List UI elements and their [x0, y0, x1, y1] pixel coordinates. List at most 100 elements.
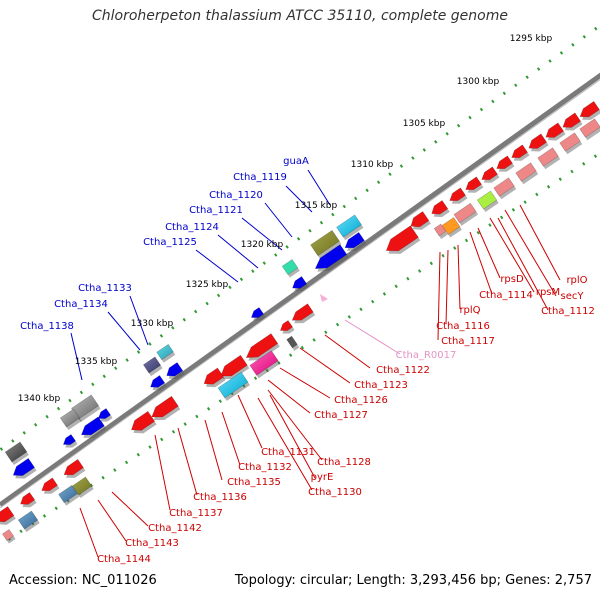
leader-red	[497, 217, 549, 311]
gene-label-bottom: Ctha_1122	[376, 365, 430, 376]
gene-pink-2	[537, 147, 559, 167]
leader-blue	[264, 202, 293, 238]
gene-blue-c	[292, 276, 308, 289]
gene-labels: guaA Ctha_1119 Ctha_1120 Ctha_1121 Ctha_1124…	[20, 156, 595, 565]
gene-olive-b	[71, 476, 93, 496]
gene-pink-1	[559, 132, 581, 152]
gene-label-bottom: Ctha_1143	[125, 538, 179, 549]
outer-ruler-line	[0, 23, 600, 452]
gene-label-top: Ctha_1138	[20, 321, 74, 332]
gene-red-21	[20, 492, 36, 505]
gene-cyan-a	[336, 214, 362, 238]
leader-blue	[241, 217, 283, 251]
gene-red-14	[245, 333, 279, 359]
gene-label-top: Ctha_1125	[143, 237, 197, 248]
leader-red	[269, 394, 316, 479]
gene-pink-4	[493, 177, 515, 197]
gene-dark-a	[4, 441, 28, 463]
gene-label-bottom: Ctha_1144	[97, 554, 151, 565]
gene-label-bottom: Ctha_1112	[541, 306, 595, 317]
leader-red	[177, 427, 198, 496]
gene-red-16	[203, 367, 225, 385]
gene-red-13	[279, 320, 293, 331]
gene-label-bottom: Ctha_R0017	[396, 350, 457, 361]
gene-label-top: Ctha_1121	[189, 205, 243, 216]
ruler-tick-label: 1320 kbp	[241, 240, 284, 250]
gene-blue-j	[12, 457, 35, 476]
gene-label-bottom: rplQ	[459, 305, 480, 316]
gene-blue-f	[150, 375, 166, 388]
gene-label-top: Ctha_1119	[233, 172, 287, 183]
gene-teal-a	[156, 343, 174, 361]
gene-navy-a	[142, 356, 162, 374]
gene-label-bottom: Ctha_1131	[261, 447, 315, 458]
leader-red	[504, 209, 557, 297]
gene-label-bottom: pyrE	[311, 472, 334, 483]
leader-red	[445, 249, 449, 325]
gene-steel-b	[17, 510, 39, 530]
leader-red	[111, 491, 149, 527]
leader-blue	[70, 332, 83, 381]
ruler-tick-label: 1330 kbp	[131, 319, 174, 329]
gene-label-top: Ctha_1124	[165, 222, 219, 233]
gene-label-bottom: Ctha_1130	[308, 487, 362, 498]
gene-features	[0, 100, 600, 544]
leader-red	[489, 217, 535, 293]
genome-backbone	[0, 72, 600, 509]
rna-pink-marker	[320, 294, 328, 302]
gene-red-8	[449, 187, 466, 202]
leader-red	[344, 319, 401, 355]
leader-red	[237, 394, 263, 449]
gene-label-bottom: rpsD	[500, 274, 524, 285]
gene-red-10	[410, 211, 430, 228]
ruler-tick-label: 1310 kbp	[351, 160, 394, 170]
gene-red-11	[385, 225, 419, 252]
leader-blue	[195, 249, 239, 283]
leader-blue	[285, 185, 313, 213]
backbone-shine	[0, 79, 600, 509]
leader-red	[437, 251, 441, 341]
gene-label-bottom: secY	[561, 291, 585, 302]
gene-pink-5	[453, 202, 477, 224]
gene-label-bottom: Ctha_1123	[354, 380, 408, 391]
backbone-line	[0, 72, 600, 508]
leader-red	[267, 389, 323, 461]
gene-red-5	[496, 155, 513, 170]
ruler-tick-label: 1295 kbp	[510, 34, 553, 44]
gene-label-bottom: rplO	[566, 275, 587, 286]
gene-grey-a	[71, 394, 99, 420]
gene-label-bottom: Ctha_1117	[441, 336, 495, 347]
gene-cyan-b	[217, 371, 249, 399]
ruler-tick-label: 1340 kbp	[18, 394, 61, 404]
gene-red-12	[291, 303, 314, 321]
gene-blue-i	[62, 434, 76, 445]
label-leader-lines	[70, 169, 561, 558]
gene-blue-e	[166, 362, 184, 377]
gene-pink-0	[579, 118, 600, 138]
gene-label-top: Ctha_1134	[54, 299, 108, 310]
leader-red	[154, 434, 171, 511]
gene-pink-6	[433, 223, 447, 237]
leader-red	[324, 334, 371, 369]
gene-grey-b	[59, 408, 81, 428]
gene-red-18	[131, 410, 156, 431]
gene-red-17	[151, 395, 179, 418]
leader-red	[279, 367, 331, 399]
gene-blue-g	[80, 416, 105, 436]
leader-blue	[129, 295, 149, 346]
gene-orange-a	[441, 217, 461, 235]
gene-red-6	[481, 166, 498, 181]
ruler-tick-label: 1300 kbp	[457, 77, 500, 87]
gene-label-top: Ctha_1120	[209, 190, 263, 201]
ruler-ticks: 1295 kbp 1300 kbp 1305 kbp 1310 kbp 1315 kbp…	[18, 34, 553, 404]
gene-red-1	[562, 112, 582, 128]
gene-label-bottom: Ctha_1136	[193, 492, 247, 503]
leader-red	[299, 347, 351, 384]
gene-label-bottom: Ctha_1142	[148, 523, 202, 534]
gene-blue-d	[250, 307, 264, 318]
gene-label-bottom: rpsM	[536, 287, 560, 298]
gene-olive-a	[310, 229, 340, 257]
ruler-tick-label: 1305 kbp	[403, 119, 446, 129]
leader-blue	[217, 234, 259, 269]
gene-magenta-a	[249, 350, 279, 376]
